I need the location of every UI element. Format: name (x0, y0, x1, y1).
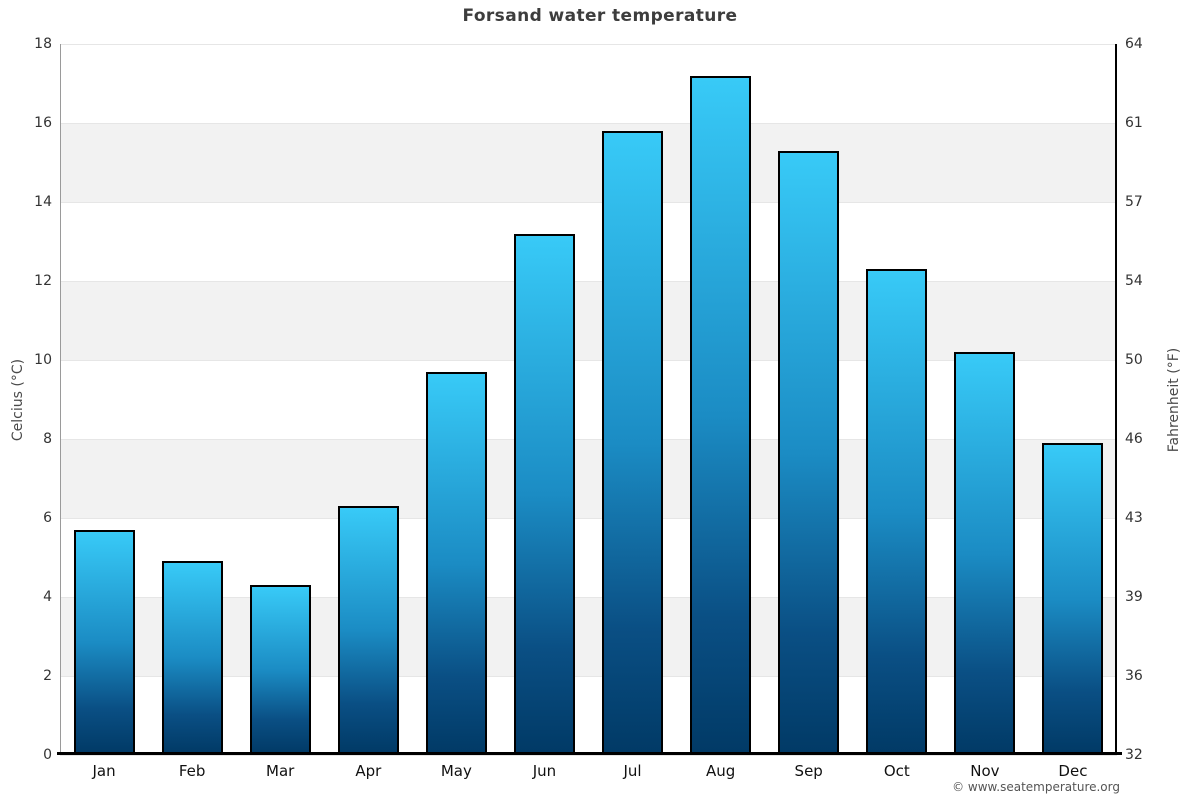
plot-band (60, 123, 1117, 202)
y-tick-label-fahrenheit: 43 (1125, 510, 1143, 526)
x-tick-label: Mar (266, 762, 295, 780)
gridline (60, 43, 1117, 45)
x-tick-label: Dec (1058, 762, 1088, 780)
gridline (60, 122, 1117, 124)
y-tick-label-fahrenheit: 36 (1125, 668, 1143, 684)
y-tick-label-celsius: 0 (43, 747, 52, 763)
gridline (60, 517, 1117, 519)
x-tick-label: Jul (623, 762, 642, 780)
bar-nov[interactable] (954, 352, 1016, 755)
x-axis-baseline (57, 752, 1122, 755)
y-tick-label-fahrenheit: 61 (1125, 115, 1143, 131)
x-tick-label: Feb (178, 762, 206, 780)
gridline (60, 675, 1117, 677)
y-tick-label-celsius: 16 (34, 115, 52, 131)
bar-jun[interactable] (513, 233, 575, 755)
y-tick-label-celsius: 4 (43, 589, 52, 605)
chart-title: Forsand water temperature (462, 6, 738, 26)
y-tick-label-celsius: 8 (43, 431, 52, 447)
y-tick-label-fahrenheit: 64 (1125, 36, 1143, 52)
fahrenheit-axis-title: Fahrenheit (°F) (1166, 347, 1182, 453)
gridline (60, 754, 1117, 756)
y-tick-label-celsius: 2 (43, 668, 52, 684)
plot-band (60, 281, 1117, 360)
gridline (60, 596, 1117, 598)
bar-sep[interactable] (778, 150, 840, 755)
copyright-link[interactable]: © www.seatemperature.org (952, 780, 1120, 794)
y-tick-label-fahrenheit: 50 (1125, 352, 1143, 368)
bar-may[interactable] (425, 371, 487, 755)
right-axis-line (1115, 44, 1117, 755)
y-tick-label-celsius: 14 (34, 194, 52, 210)
gridline (60, 201, 1117, 203)
y-tick-label-fahrenheit: 32 (1125, 747, 1143, 763)
bar-oct[interactable] (866, 269, 928, 755)
x-tick-label: Jun (532, 762, 557, 780)
x-tick-label: Apr (355, 762, 382, 780)
bar-apr[interactable] (337, 506, 399, 755)
x-tick-label: Nov (970, 762, 1000, 780)
y-tick-label-fahrenheit: 46 (1125, 431, 1143, 447)
x-tick-label: Sep (794, 762, 823, 780)
y-tick-label-celsius: 6 (43, 510, 52, 526)
celsius-axis-title: Celcius (°C) (10, 358, 26, 442)
y-tick-label-celsius: 10 (34, 352, 52, 368)
y-tick-label-fahrenheit: 54 (1125, 273, 1143, 289)
left-axis-line (60, 44, 61, 755)
plot-band (60, 597, 1117, 676)
bar-jul[interactable] (602, 130, 664, 755)
bar-feb[interactable] (161, 561, 223, 755)
plot-area (60, 43, 1117, 756)
bar-jan[interactable] (73, 529, 135, 755)
bar-dec[interactable] (1042, 442, 1104, 755)
y-tick-label-celsius: 12 (34, 273, 52, 289)
y-tick-label-fahrenheit: 57 (1125, 194, 1143, 210)
x-tick-label: Jan (92, 762, 116, 780)
gridline (60, 280, 1117, 282)
y-tick-label-fahrenheit: 39 (1125, 589, 1143, 605)
x-tick-label: Aug (705, 762, 736, 780)
bar-mar[interactable] (249, 585, 311, 755)
x-tick-label: May (440, 762, 472, 780)
y-tick-label-celsius: 18 (34, 36, 52, 52)
x-tick-label: Oct (883, 762, 910, 780)
gridline (60, 438, 1117, 440)
plot-band (60, 439, 1117, 518)
gridline (60, 359, 1117, 361)
bar-aug[interactable] (690, 75, 752, 755)
